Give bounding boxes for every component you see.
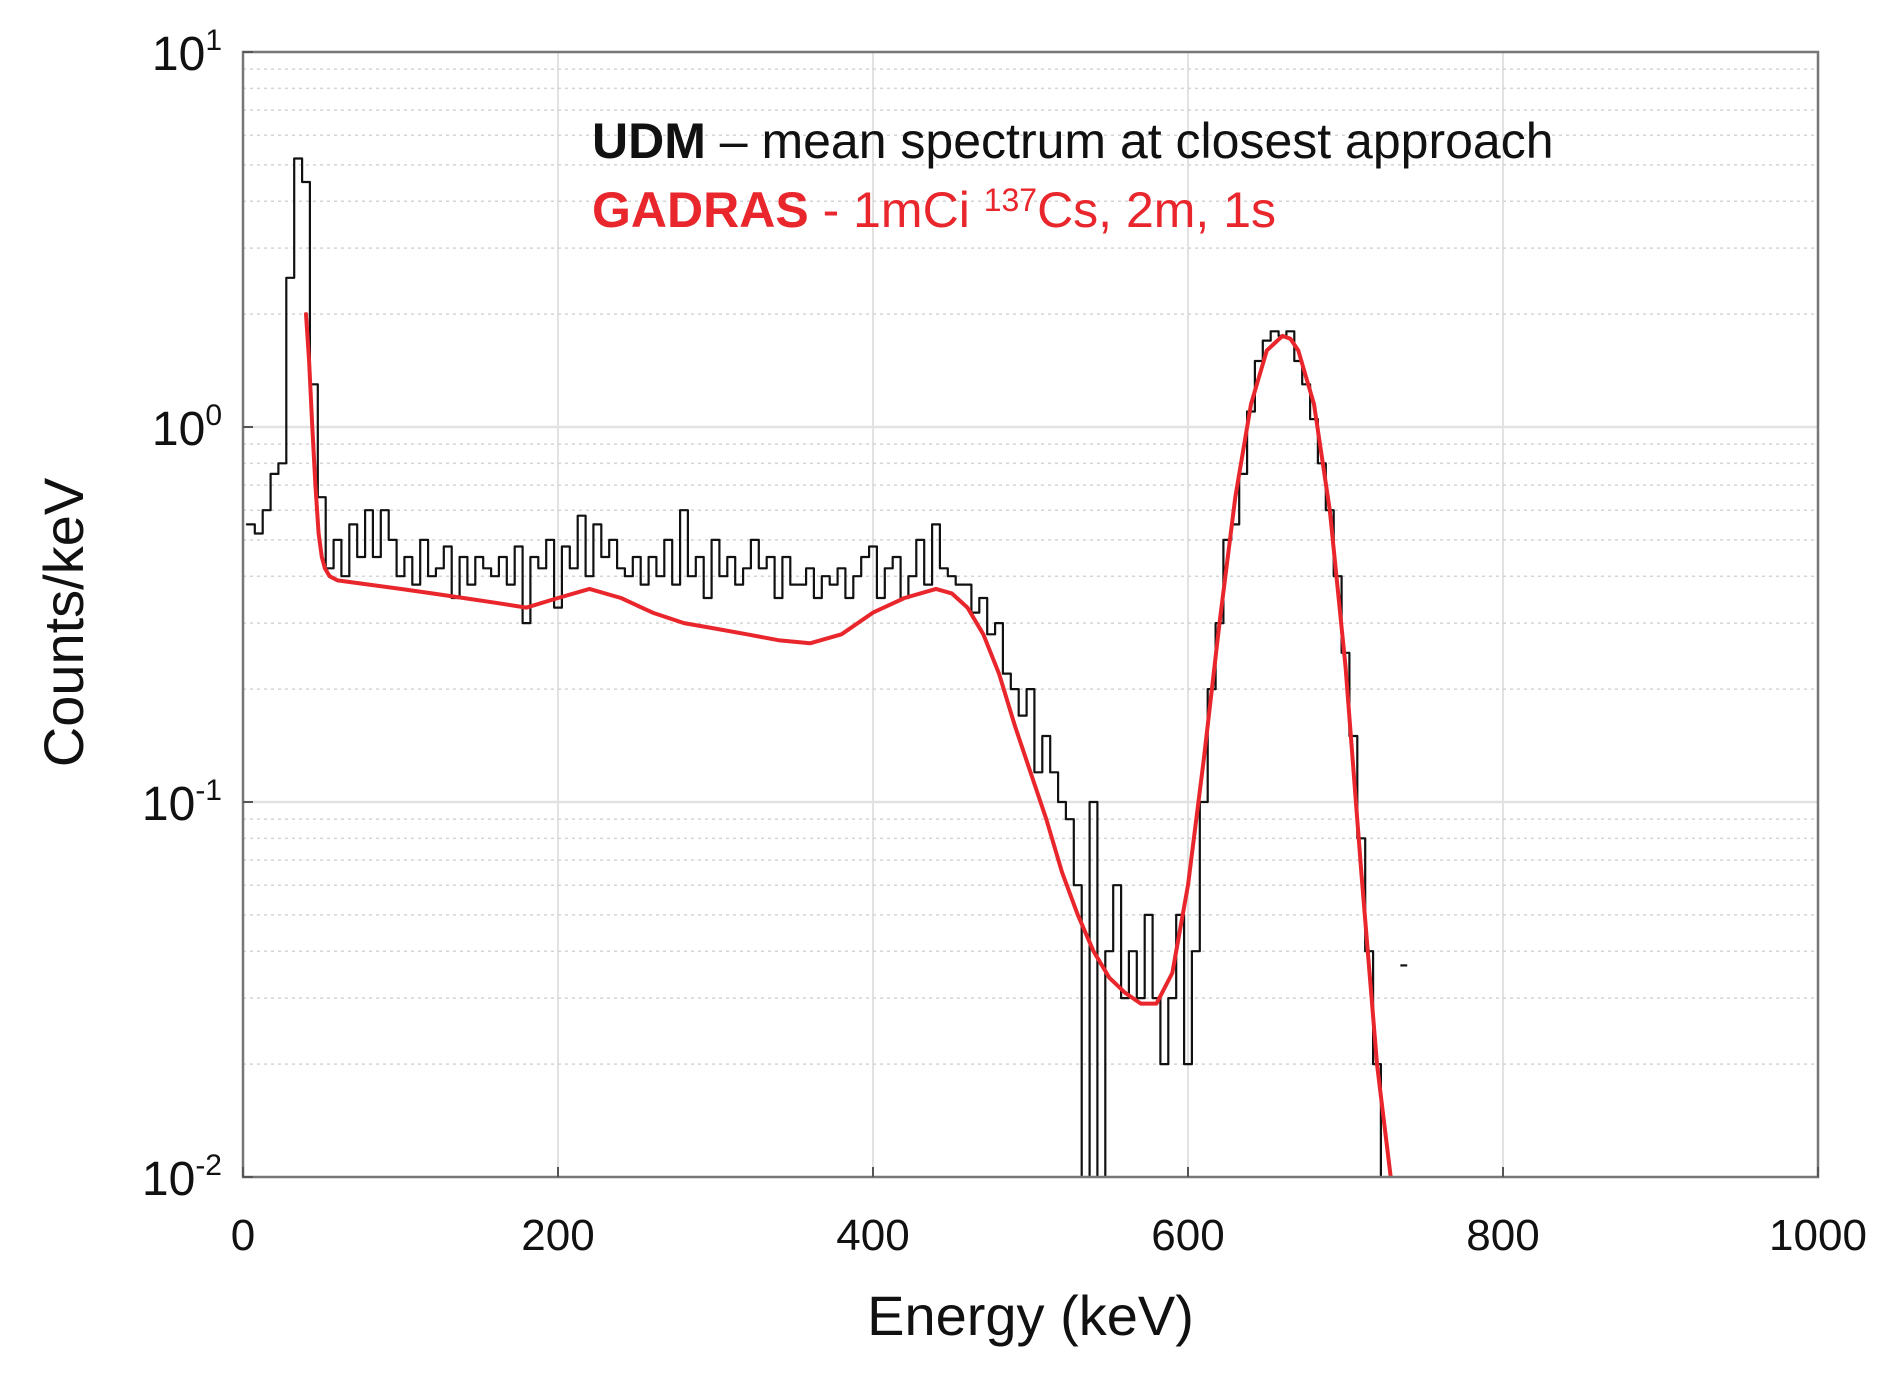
legend: UDM – mean spectrum at closest approach G… bbox=[592, 113, 1554, 238]
legend-entry-udm: UDM – mean spectrum at closest approach bbox=[592, 113, 1554, 169]
legend-gadras-text-post: Cs, 2m, 1s bbox=[1037, 182, 1276, 238]
y-tick-label: 100 bbox=[152, 399, 222, 456]
annotation-mark: - bbox=[1399, 948, 1408, 979]
x-tick-label: 800 bbox=[1466, 1211, 1539, 1260]
legend-entry-gadras: GADRAS - 1mCi 137Cs, 2m, 1s bbox=[592, 182, 1276, 238]
label-layer: Energy (keV) Counts/keV bbox=[32, 477, 1194, 1347]
y-tick-base: 10 bbox=[142, 1153, 195, 1206]
grid bbox=[243, 52, 1818, 1177]
y-tick-base: 10 bbox=[152, 28, 205, 81]
plot-frame bbox=[241, 50, 1820, 1179]
y-tick-exponent: 0 bbox=[205, 399, 222, 432]
y-tick-label: 10-1 bbox=[142, 774, 222, 831]
x-tick-label: 400 bbox=[836, 1211, 909, 1260]
series-layer: - bbox=[245, 157, 1408, 1177]
legend-gadras-bold: GADRAS bbox=[592, 182, 809, 238]
legend-udm-bold: UDM bbox=[592, 113, 706, 169]
x-axis-label: Energy (keV) bbox=[867, 1284, 1194, 1347]
x-tick-label: 200 bbox=[521, 1211, 594, 1260]
y-tick-exponent: 1 bbox=[205, 24, 222, 57]
y-tick-base: 10 bbox=[142, 778, 195, 831]
x-tick-label: 1000 bbox=[1769, 1211, 1867, 1260]
y-tick-label: 101 bbox=[152, 24, 222, 81]
x-tick-label: 0 bbox=[231, 1211, 255, 1260]
y-tick-exponent: -1 bbox=[195, 774, 222, 807]
x-tick-label: 600 bbox=[1151, 1211, 1224, 1260]
y-axis-label: Counts/keV bbox=[32, 477, 95, 767]
gadras-model-line bbox=[304, 312, 1393, 1177]
legend-gadras-text: - 1mCi bbox=[809, 182, 984, 238]
y-tick-base: 10 bbox=[152, 403, 205, 456]
legend-udm-text: – mean spectrum at closest approach bbox=[706, 113, 1554, 169]
legend-gadras-sup: 137 bbox=[984, 182, 1037, 218]
udm-spectrum-line bbox=[245, 157, 1382, 1177]
y-tick-exponent: -2 bbox=[195, 1149, 222, 1182]
y-tick-label: 10-2 bbox=[142, 1149, 222, 1206]
